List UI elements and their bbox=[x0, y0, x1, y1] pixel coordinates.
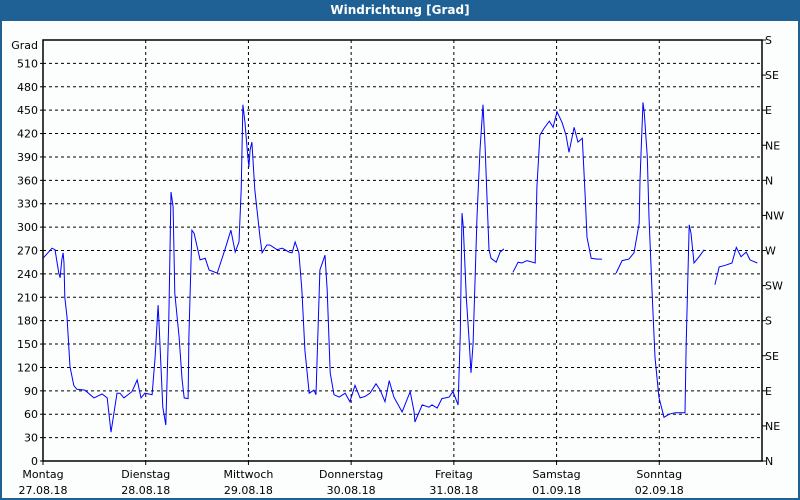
x-tick-day: Sonntag bbox=[636, 468, 682, 481]
y2-tick-label: SW bbox=[765, 280, 783, 293]
x-tick-day: Mittwoch bbox=[223, 468, 273, 481]
y-tick-label: 300 bbox=[17, 221, 38, 234]
y-tick-label: 270 bbox=[17, 245, 38, 258]
x-tick-date: 28.08.18 bbox=[121, 484, 170, 497]
wind-direction-line bbox=[615, 102, 705, 419]
chart-title: Windrichtung [Grad] bbox=[2, 0, 798, 21]
y-tick-label: 240 bbox=[17, 268, 38, 281]
y-tick-label: 210 bbox=[17, 291, 38, 304]
x-tick-day: Dienstag bbox=[121, 468, 170, 481]
x-tick-day: Donnerstag bbox=[319, 468, 383, 481]
x-tick-day: Freitag bbox=[435, 468, 473, 481]
y-tick-label: 510 bbox=[17, 57, 38, 70]
y-tick-label: 450 bbox=[17, 104, 38, 117]
y2-tick-label: S bbox=[765, 34, 772, 47]
y-tick-label: 120 bbox=[17, 361, 38, 374]
y2-tick-label: NE bbox=[765, 420, 780, 433]
y-tick-label: 150 bbox=[17, 338, 38, 351]
y-tick-label: 30 bbox=[24, 432, 38, 445]
y-axis-label: Grad bbox=[11, 39, 38, 52]
y-tick-label: 390 bbox=[17, 151, 38, 164]
x-tick-date: 02.09.18 bbox=[635, 484, 684, 497]
wind-direction-line bbox=[714, 246, 758, 285]
y-tick-label: 360 bbox=[17, 174, 38, 187]
y2-tick-label: SE bbox=[765, 350, 779, 363]
y-tick-label: 180 bbox=[17, 315, 38, 328]
y2-tick-label: E bbox=[765, 385, 772, 398]
y2-tick-label: N bbox=[765, 174, 773, 187]
y2-tick-label: E bbox=[765, 104, 772, 117]
y-tick-label: 420 bbox=[17, 128, 38, 141]
y-tick-label: 0 bbox=[31, 455, 38, 468]
wind-direction-line bbox=[42, 104, 505, 433]
y2-tick-label: S bbox=[765, 315, 772, 328]
y2-tick-label: W bbox=[765, 245, 776, 258]
wind-direction-line bbox=[512, 110, 602, 273]
y-tick-label: 90 bbox=[24, 385, 38, 398]
x-tick-date: 30.08.18 bbox=[327, 484, 376, 497]
plot-area-border bbox=[42, 39, 763, 462]
y2-tick-label: SE bbox=[765, 69, 779, 82]
x-tick-date: 29.08.18 bbox=[224, 484, 273, 497]
y-tick-label: 60 bbox=[24, 408, 38, 421]
y-tick-label: 330 bbox=[17, 198, 38, 211]
x-tick-date: 27.08.18 bbox=[19, 484, 68, 497]
y2-tick-label: NE bbox=[765, 139, 780, 152]
x-tick-date: 31.08.18 bbox=[429, 484, 478, 497]
y2-tick-label: N bbox=[765, 455, 773, 468]
y2-tick-label: NW bbox=[765, 209, 784, 222]
x-tick-day: Montag bbox=[22, 468, 63, 481]
x-tick-day: Samstag bbox=[532, 468, 580, 481]
y-tick-label: 480 bbox=[17, 81, 38, 94]
x-tick-date: 01.09.18 bbox=[532, 484, 581, 497]
